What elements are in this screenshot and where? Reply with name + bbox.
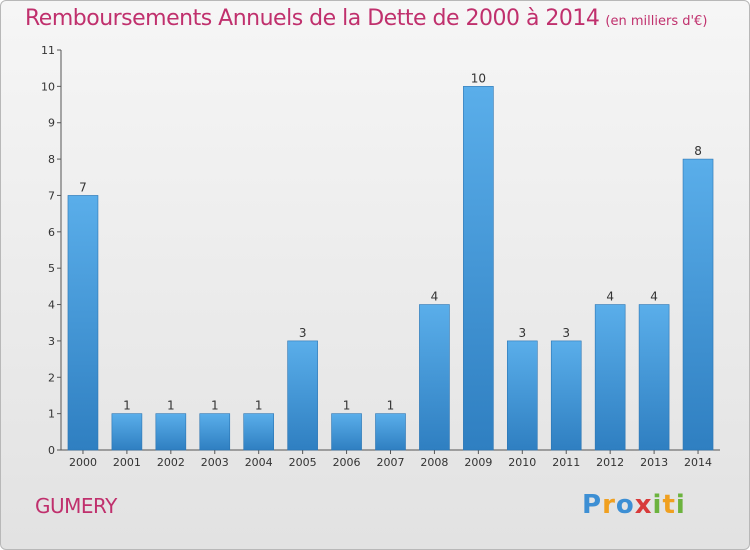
title-unit: (en milliers d'€) xyxy=(605,14,708,29)
x-tick-label: 2002 xyxy=(157,456,185,469)
x-tick-label: 2007 xyxy=(377,456,405,469)
y-tick-label: 11 xyxy=(41,44,55,57)
x-tick-label: 2013 xyxy=(640,456,668,469)
x-tick-label: 2008 xyxy=(420,456,448,469)
y-tick-label: 9 xyxy=(48,117,55,130)
bar xyxy=(331,413,362,451)
x-tick-label: 2009 xyxy=(464,456,492,469)
x-tick-label: 2010 xyxy=(508,456,536,469)
logo-letter: i xyxy=(675,490,686,520)
y-tick-label: 8 xyxy=(48,153,55,166)
bar xyxy=(67,195,99,451)
x-tick-label: 2003 xyxy=(201,456,229,469)
data-label: 1 xyxy=(211,399,219,413)
x-tick-label: 2011 xyxy=(552,456,580,469)
bar xyxy=(199,413,231,451)
bar xyxy=(375,413,406,451)
y-tick-label: 6 xyxy=(48,226,55,239)
x-tick-label: 2000 xyxy=(69,456,97,469)
x-tick-label: 2004 xyxy=(245,456,273,469)
x-tick-label: 2001 xyxy=(113,456,141,469)
logo-letter: P xyxy=(582,490,603,520)
data-label: 1 xyxy=(255,399,263,413)
bar xyxy=(550,340,582,451)
bar xyxy=(506,340,538,451)
x-tick-label: 2014 xyxy=(684,456,712,469)
data-label: 3 xyxy=(562,326,570,340)
bar xyxy=(638,304,670,451)
data-label: 10 xyxy=(471,71,486,85)
y-tick-label: 0 xyxy=(48,444,55,457)
logo-letter: t xyxy=(662,490,676,520)
y-tick-label: 10 xyxy=(41,80,55,93)
data-label: 4 xyxy=(606,290,614,304)
data-label: 1 xyxy=(123,399,131,413)
data-label: 7 xyxy=(79,180,87,194)
chart-labels: 2000 7 2001 1 2002 1 2003 1 2004 1 2005 3 2006 1 2007 1… xyxy=(69,71,712,469)
data-label: 4 xyxy=(650,290,658,304)
logo-letter: r xyxy=(602,490,616,520)
title-text: Remboursements Annuels de la Dette de 20… xyxy=(25,6,600,31)
logo-letter: x xyxy=(634,490,653,520)
bar xyxy=(287,340,318,451)
x-tick-label: 2005 xyxy=(289,456,317,469)
bar xyxy=(111,413,143,451)
data-label: 4 xyxy=(431,290,439,304)
y-tick-label: 7 xyxy=(48,189,55,202)
data-label: 1 xyxy=(387,399,395,413)
y-tick-label: 2 xyxy=(48,371,55,384)
data-label: 8 xyxy=(694,144,702,158)
chart-bars xyxy=(67,86,714,451)
bar xyxy=(155,413,187,451)
data-label: 1 xyxy=(167,399,175,413)
data-label: 3 xyxy=(518,326,526,340)
commune-name: GUMERY xyxy=(35,494,117,518)
bar xyxy=(594,304,626,451)
x-tick-label: 2012 xyxy=(596,456,624,469)
data-label: 1 xyxy=(343,399,351,413)
bar xyxy=(243,413,274,451)
y-tick-label: 1 xyxy=(48,408,55,421)
y-tick-label: 3 xyxy=(48,335,55,348)
bar xyxy=(682,158,714,451)
proxiti-logo: Proxiti xyxy=(582,490,686,520)
y-tick-label: 4 xyxy=(48,299,55,312)
logo-letter: i xyxy=(652,490,663,520)
bar xyxy=(463,86,494,451)
x-tick-label: 2006 xyxy=(333,456,361,469)
y-tick-label: 5 xyxy=(48,262,55,275)
chart-title: Remboursements Annuels de la Dette de 20… xyxy=(25,6,707,31)
data-label: 3 xyxy=(299,326,307,340)
logo-letter: o xyxy=(615,490,635,520)
bar xyxy=(419,304,450,451)
